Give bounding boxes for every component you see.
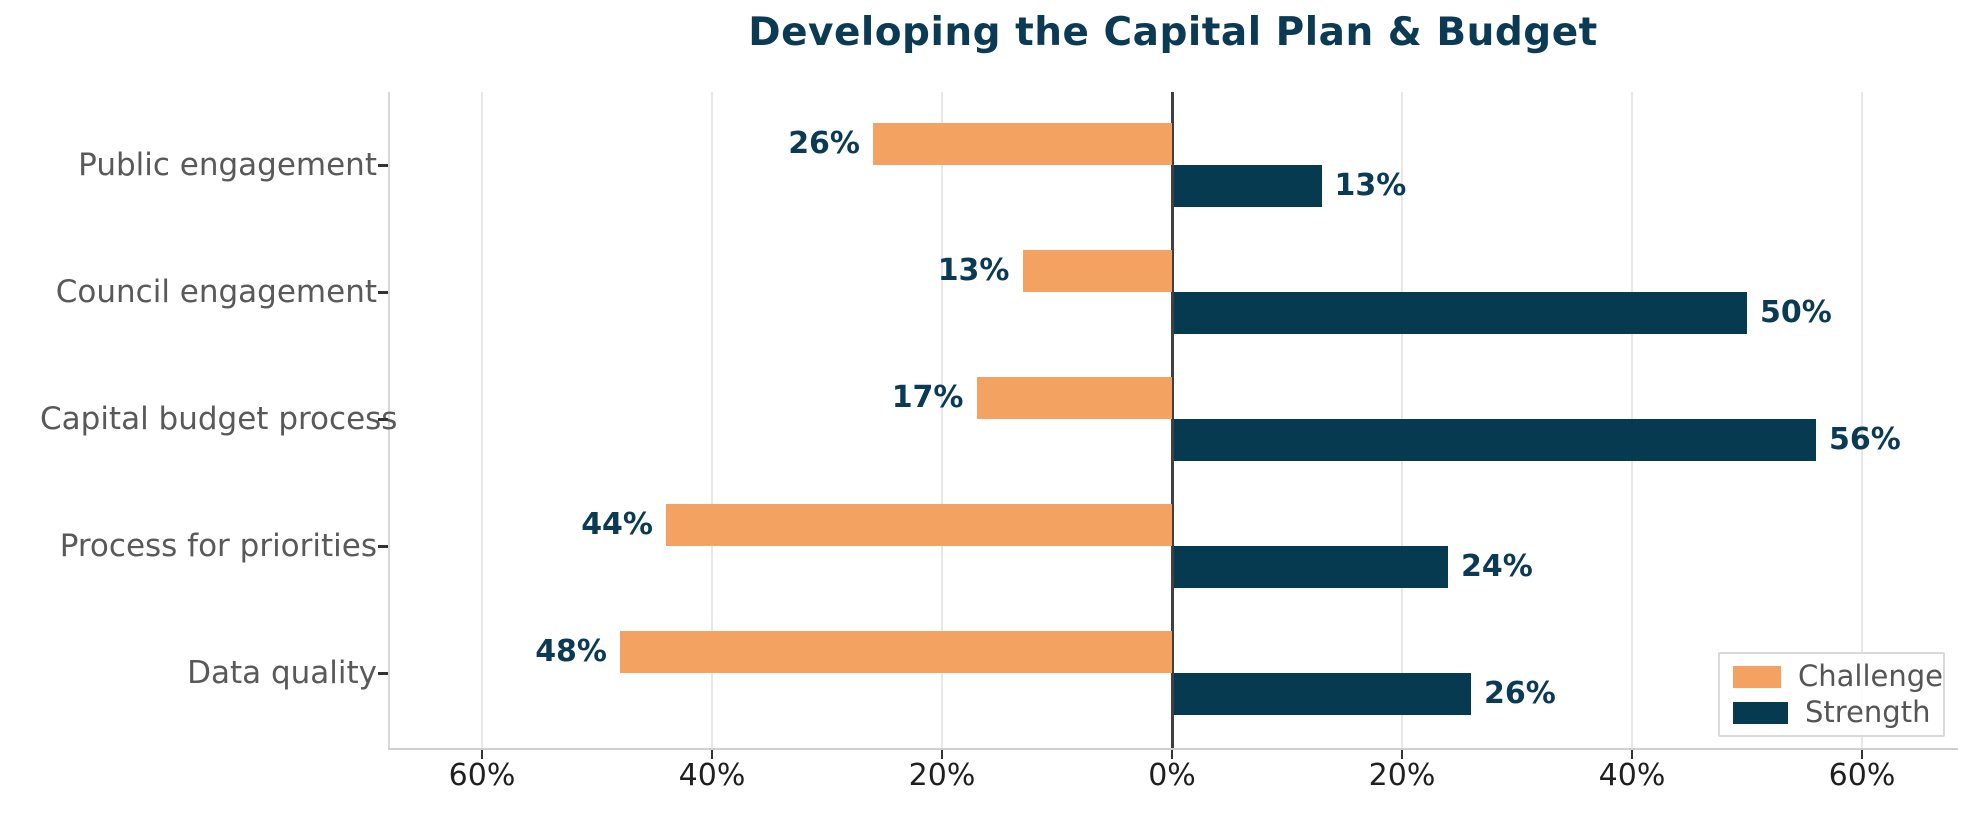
value-label-strength-council-engagement: 50%: [1760, 295, 1832, 330]
legend-label-strength: Strength: [1805, 695, 1931, 729]
x-tick-label-20-: 20%: [1368, 758, 1436, 793]
bar-challenge-data-quality: [620, 631, 1172, 673]
gridline-20: [941, 92, 943, 748]
value-label-strength-data-quality: 26%: [1484, 676, 1556, 711]
bar-challenge-process-for-priorities: [666, 504, 1172, 546]
legend-swatch-challenge: [1733, 665, 1781, 688]
bar-strength-data-quality: [1174, 673, 1471, 715]
value-label-challenge-council-engagement: 13%: [937, 253, 1010, 288]
bar-strength-process-for-priorities: [1174, 546, 1448, 588]
x-tick-mark: [481, 748, 483, 759]
category-label-process-for-priorities: Process for priorities: [59, 528, 377, 564]
category-label-council-engagement: Council engagement: [55, 274, 377, 310]
chart-title: Developing the Capital Plan & Budget: [748, 10, 1598, 55]
x-tick-label-20-: 20%: [908, 758, 976, 793]
zero-axis-line: [1171, 92, 1174, 748]
bar-strength-capital-budget-process: [1174, 419, 1816, 461]
y-tick-mark: [378, 672, 388, 675]
category-label-capital-budget-process: Capital budget process: [40, 401, 398, 437]
gridline-60: [1861, 92, 1863, 748]
x-tick-label-60-: 60%: [1828, 758, 1896, 793]
category-label-data-quality: Data quality: [187, 655, 377, 691]
value-label-challenge-capital-budget-process: 17%: [891, 380, 964, 415]
x-tick-mark: [1631, 748, 1633, 759]
bar-challenge-council-engagement: [1022, 250, 1172, 292]
x-axis-spine: [388, 748, 1958, 750]
gridline-60: [481, 92, 483, 748]
bar-challenge-public-engagement: [873, 123, 1172, 165]
y-tick-mark: [378, 291, 388, 294]
category-label-public-engagement: Public engagement: [78, 147, 377, 183]
value-label-challenge-public-engagement: 26%: [788, 126, 860, 161]
value-label-strength-capital-budget-process: 56%: [1829, 422, 1901, 457]
y-tick-mark: [378, 418, 388, 421]
x-tick-mark: [1401, 748, 1403, 759]
x-tick-mark: [1171, 748, 1173, 759]
x-tick-label-0-: 0%: [1148, 758, 1196, 793]
bar-strength-council-engagement: [1174, 292, 1747, 334]
legend-swatch-strength: [1733, 701, 1788, 724]
plot-area: [388, 92, 1958, 748]
x-tick-mark: [711, 748, 713, 759]
value-label-strength-public-engagement: 13%: [1334, 168, 1407, 203]
y-axis-spine: [388, 92, 390, 748]
y-tick-mark: [378, 545, 388, 548]
x-tick-label-40-: 40%: [678, 758, 746, 793]
y-tick-mark: [378, 164, 388, 167]
legend-item-strength: Strength: [1733, 698, 1943, 727]
x-tick-mark: [941, 748, 943, 759]
value-label-challenge-data-quality: 48%: [535, 634, 607, 669]
value-label-challenge-process-for-priorities: 44%: [581, 507, 653, 542]
legend-item-challenge: Challenge: [1733, 662, 1943, 691]
x-tick-label-60-: 60%: [448, 758, 516, 793]
gridline-40: [711, 92, 713, 748]
bar-challenge-capital-budget-process: [976, 377, 1172, 419]
value-label-strength-process-for-priorities: 24%: [1461, 549, 1533, 584]
legend-label-challenge: Challenge: [1798, 659, 1943, 693]
legend: Challenge Strength: [1718, 652, 1945, 737]
x-tick-label-40-: 40%: [1598, 758, 1666, 793]
x-tick-mark: [1861, 748, 1863, 759]
bar-strength-public-engagement: [1174, 165, 1322, 207]
